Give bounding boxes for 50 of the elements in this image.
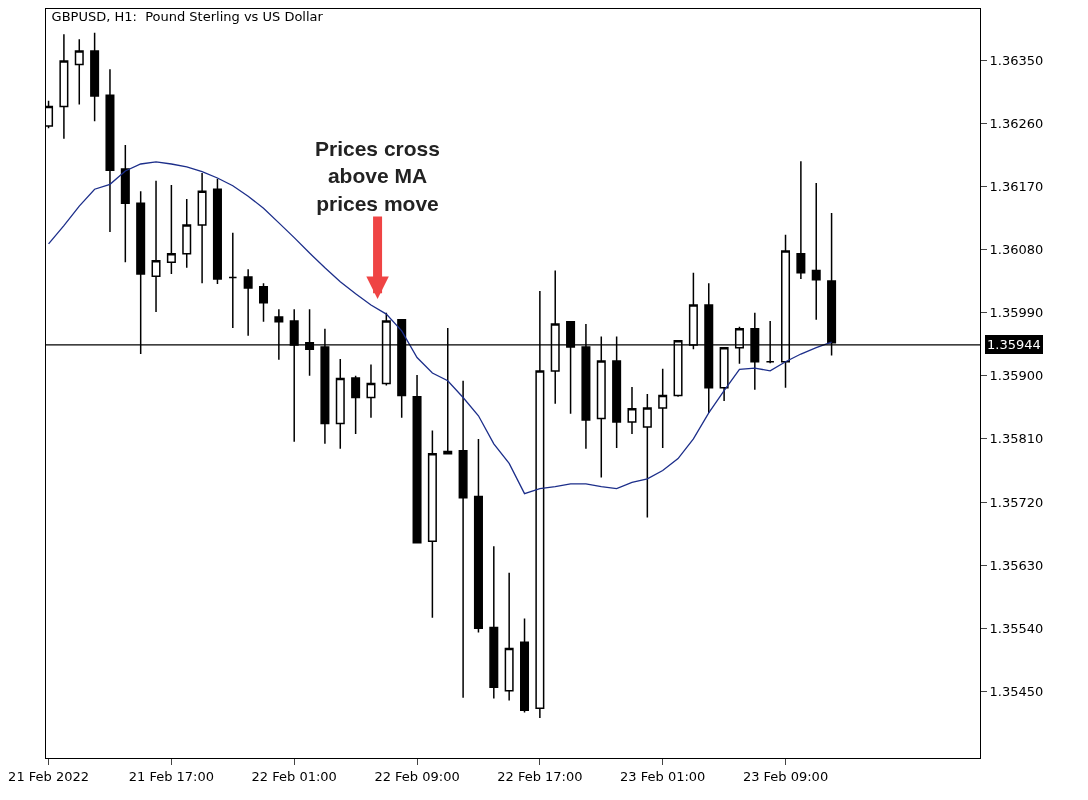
chart-title: GBPUSD, H1: Pound Sterling vs US Dollar: [51, 9, 324, 25]
candlestick: [458, 379, 468, 699]
line-series: [47, 161, 833, 495]
ref-line-label: 1.35944: [987, 337, 1041, 352]
annotation: Prices cross above MA prices move: [315, 137, 440, 215]
candlestick: [658, 368, 668, 449]
y-tick-label: 1.35900: [989, 368, 1044, 384]
candlestick: [504, 572, 514, 702]
x-tick-label: 22 Feb 01:00: [251, 768, 337, 784]
candlestick: [243, 268, 253, 337]
y-tick-label: 1.35450: [989, 683, 1044, 699]
candlestick: [166, 184, 176, 275]
x-tick-label: 22 Feb 09:00: [374, 768, 460, 784]
candlestick: [351, 375, 361, 435]
y-tick-label: 1.36170: [989, 178, 1044, 194]
y-tick-label: 1.35630: [989, 557, 1044, 573]
candlestick: [473, 438, 483, 634]
candlestick: [197, 172, 207, 284]
y-tick-label: 1.36080: [989, 242, 1044, 258]
candlestick: [335, 358, 345, 450]
candlestick: [627, 386, 637, 435]
x-tick-label: 22 Feb 17:00: [497, 768, 583, 784]
candlestick: [120, 144, 130, 263]
x-tick-label: 21 Feb 2022: [8, 768, 90, 784]
x-tick-label: 23 Feb 01:00: [620, 768, 706, 784]
y-tick-label: 1.36350: [989, 52, 1044, 68]
candlestick: [796, 160, 806, 280]
candlestick: [182, 198, 192, 269]
x-tick-label: 21 Feb 17:00: [128, 768, 215, 784]
candlestick: [212, 177, 222, 285]
y-tick-label: 1.35990: [989, 305, 1044, 321]
candlestick: [90, 32, 100, 122]
candlestick: [811, 182, 821, 321]
candlestick: [151, 180, 161, 313]
x-tick-label: 23 Feb 09:00: [742, 768, 829, 784]
candlestick: [642, 393, 652, 519]
candlestick: [105, 68, 115, 233]
y-tick-label: 1.35720: [989, 494, 1044, 510]
candlestick: [489, 545, 499, 700]
candlestick: [59, 33, 69, 140]
y-tick-label: 1.36260: [989, 115, 1044, 131]
candlestick: [520, 617, 530, 714]
candlestick: [366, 363, 376, 419]
candlestick: [427, 429, 437, 619]
y-tick-label: 1.35540: [989, 620, 1044, 636]
candlestick: [228, 231, 238, 329]
candlestick: [74, 38, 84, 106]
candlestick: [259, 282, 269, 323]
y-tick-label: 1.35810: [989, 431, 1044, 447]
candlestick: [412, 374, 422, 544]
